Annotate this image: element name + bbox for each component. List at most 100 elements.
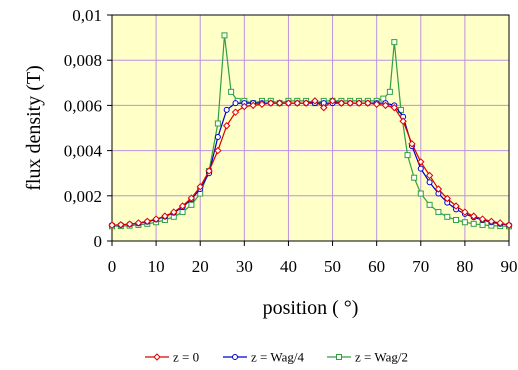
data-point [152, 215, 160, 223]
y-tick-label: 0,002 [64, 187, 102, 206]
data-point [390, 103, 399, 112]
grid [112, 15, 509, 241]
plot-area [112, 15, 509, 241]
data-point [479, 221, 486, 228]
data-point [178, 202, 187, 210]
data-point [214, 146, 222, 155]
data-point [153, 353, 161, 361]
data-point [205, 167, 213, 175]
legend-entry: z = Wag/4 [223, 350, 304, 365]
data-point [337, 99, 346, 107]
y-tick-label: 0,006 [64, 96, 102, 115]
legend: z = 0 z = Wag/4 z = Wag/2 [145, 350, 408, 365]
data-point [214, 120, 221, 127]
series-line [111, 102, 510, 226]
data-point [496, 219, 504, 227]
data-point [417, 165, 424, 172]
legend-entry: z = Wag/2 [327, 350, 408, 365]
data-point [240, 102, 249, 111]
data-point [222, 122, 231, 130]
data-point [179, 209, 186, 216]
data-point [302, 99, 310, 107]
x-tick-label: 20 [192, 257, 209, 276]
data-point [228, 88, 235, 95]
plot-frame [111, 14, 510, 242]
data-point [417, 190, 424, 197]
y-tick-label: 0,004 [64, 142, 103, 161]
data-point [311, 97, 319, 105]
data-point [434, 185, 443, 193]
x-tick-label: 10 [148, 257, 165, 276]
data-point [452, 202, 460, 210]
data-point [196, 183, 204, 191]
y-tick-label: 0,01 [72, 6, 102, 25]
data-point [364, 99, 372, 107]
data-point [444, 213, 451, 220]
x-tick-label: 60 [368, 257, 385, 276]
data-point [143, 217, 151, 226]
x-tick-label: 80 [456, 257, 473, 276]
data-point [108, 221, 116, 229]
data-point [478, 215, 487, 223]
data-point [426, 179, 433, 186]
data-point [249, 101, 257, 110]
data-point [426, 201, 433, 208]
legend-label: z = Wag/2 [355, 350, 408, 365]
data-point [425, 171, 434, 180]
y-axis-title: flux density (T) [23, 65, 45, 191]
legend-entry: z = 0 [145, 350, 199, 365]
data-point [461, 219, 468, 226]
data-point [187, 194, 196, 202]
data-point [386, 88, 393, 95]
data-point [404, 152, 411, 159]
series-line [111, 100, 510, 226]
x-tick-label: 70 [412, 257, 429, 276]
x-tick-label: 50 [324, 257, 341, 276]
data-point [381, 101, 390, 110]
data-point [346, 99, 354, 107]
data-point [188, 201, 195, 208]
data-point [267, 99, 275, 107]
data-point [355, 99, 363, 107]
y-tick-label: 0 [94, 232, 103, 251]
data-point [293, 99, 301, 107]
data-point [134, 219, 143, 227]
data-point [125, 220, 134, 228]
data-point [505, 221, 513, 229]
data-point [408, 140, 416, 148]
x-tick-label: 30 [236, 257, 253, 276]
data-point [372, 100, 381, 108]
data-point [221, 32, 228, 39]
data-point [399, 117, 407, 125]
data-point [223, 106, 230, 113]
data-point [117, 221, 125, 229]
x-axis-title: position ( °) [263, 297, 359, 319]
axis-ticks: 0 10 20 30 40 50 60 70 80 90 0 0,002 0,004 0,006 0,008… [64, 6, 518, 276]
legend-label: z = 0 [173, 350, 199, 365]
data-point [435, 209, 442, 216]
data-point [232, 354, 238, 360]
data-point [231, 108, 240, 116]
data-point [417, 158, 425, 166]
data-point [453, 216, 460, 223]
y-tick-label: 0,008 [64, 51, 102, 70]
legend-label: z = Wag/4 [251, 350, 304, 365]
data-point [258, 100, 266, 108]
series-layer [108, 32, 513, 230]
data-point [391, 39, 398, 46]
data-point [336, 354, 342, 360]
data-point [214, 134, 221, 141]
data-point [284, 99, 293, 107]
data-point [275, 99, 284, 107]
data-point [470, 220, 477, 227]
x-tick-label: 40 [280, 257, 297, 276]
data-point [487, 217, 496, 226]
data-point [461, 208, 469, 216]
data-point [328, 97, 337, 105]
data-point [411, 174, 418, 181]
x-tick-label: 0 [108, 257, 117, 276]
data-point [443, 194, 451, 203]
data-point [170, 208, 178, 216]
